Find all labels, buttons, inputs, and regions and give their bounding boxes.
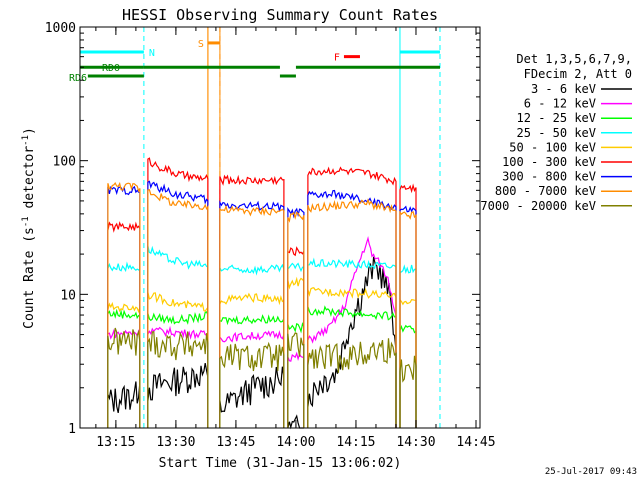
series-segment xyxy=(219,330,285,428)
series-segment xyxy=(399,183,417,428)
series-layer xyxy=(107,157,417,430)
series-segment xyxy=(147,362,209,428)
series-100to300keV xyxy=(107,157,417,428)
series-segment xyxy=(287,246,305,428)
series-segment xyxy=(107,308,141,428)
series-segment xyxy=(147,180,209,428)
series-12to25keV xyxy=(107,305,417,428)
x-axis-label: Start Time (31-Jan-15 13:06:02) xyxy=(159,456,402,471)
series-segment xyxy=(287,351,305,428)
series-segment xyxy=(219,292,285,428)
chart-title: HESSI Observing Summary Count Rates xyxy=(122,6,438,24)
legend-label: 25 - 50 keV xyxy=(517,126,596,140)
series-segment xyxy=(399,298,417,428)
legend-label: 12 - 25 keV xyxy=(517,111,596,125)
series-segment xyxy=(287,207,305,428)
series-7000to20000keV xyxy=(107,327,417,428)
series-6to12keV xyxy=(107,236,397,428)
series-segment xyxy=(219,204,285,428)
series-segment xyxy=(307,236,397,428)
y-tick-label: 1000 xyxy=(45,21,76,36)
legend-label: 6 - 12 keV xyxy=(524,97,596,111)
series-segment xyxy=(399,205,417,428)
series-segment xyxy=(147,292,209,428)
x-tick-label: 14:45 xyxy=(456,435,495,450)
series-800to7000keV xyxy=(107,181,417,428)
series-segment xyxy=(147,311,209,428)
legend-label: 100 - 300 keV xyxy=(502,155,596,169)
series-25to50keV xyxy=(107,245,417,428)
status-label-f: F xyxy=(334,53,340,64)
status-label-rd6: RD6 xyxy=(69,73,87,84)
legend-label: 800 - 7000 keV xyxy=(495,184,596,198)
series-segment xyxy=(107,181,141,428)
series-segment xyxy=(107,327,141,428)
axes-layer: 13:15 13:30 13:45 14:00 14:15 14:30 14:45 1 10 10… xyxy=(45,21,496,450)
legend-header-line2: FDecim 2, Att 0 xyxy=(524,67,632,81)
series-segment xyxy=(147,325,209,428)
y-tick-label: 100 xyxy=(53,155,76,170)
series-segment xyxy=(399,324,417,428)
legend-label: 3 - 6 keV xyxy=(531,82,596,96)
legend-label: 50 - 100 keV xyxy=(509,140,596,154)
series-segment xyxy=(219,174,285,428)
series-segment xyxy=(219,263,285,428)
series-segment xyxy=(147,245,209,428)
series-segment xyxy=(219,341,285,428)
series-segment xyxy=(287,211,305,428)
series-segment xyxy=(287,262,305,428)
series-segment xyxy=(219,314,285,428)
plot-frame xyxy=(79,26,481,429)
series-segment xyxy=(147,331,209,428)
x-tick-label: 13:30 xyxy=(156,435,195,450)
series-50to100keV xyxy=(107,276,417,428)
status-label-rdo: RDO xyxy=(102,63,120,74)
status-label-s: S xyxy=(198,39,204,50)
legend-header-line1: Det 1,3,5,6,7,9, xyxy=(516,52,632,66)
series-segment xyxy=(307,198,397,428)
series-3to6keV xyxy=(107,256,397,430)
x-tick-label: 14:15 xyxy=(336,435,375,450)
series-segment xyxy=(287,276,305,428)
series-segment xyxy=(107,301,141,428)
date-stamp: 25-Jul-2017 09:43 xyxy=(545,467,637,477)
series-segment xyxy=(219,366,285,428)
series-segment xyxy=(307,166,397,428)
x-tick-label: 13:45 xyxy=(216,435,255,450)
series-segment xyxy=(399,264,417,428)
series-segment xyxy=(399,355,417,428)
series-segment xyxy=(219,200,285,428)
series-segment xyxy=(307,305,397,428)
series-segment xyxy=(107,381,141,428)
series-segment xyxy=(307,287,397,428)
series-segment xyxy=(147,188,209,428)
series-segment xyxy=(107,221,141,428)
series-segment xyxy=(307,256,397,428)
x-tick-label: 14:00 xyxy=(276,435,315,450)
y-axis-label: Count Rate (s-1 detector-1) xyxy=(21,127,37,329)
x-tick-label: 13:15 xyxy=(96,435,135,450)
legend-label: 7000 - 20000 keV xyxy=(480,199,596,213)
status-layer: N RDO RD6 S F xyxy=(69,39,440,84)
y-tick-label: 10 xyxy=(60,288,76,303)
series-segment xyxy=(147,157,209,428)
series-segment xyxy=(107,261,141,428)
series-segment xyxy=(399,210,417,428)
series-segment xyxy=(307,257,397,428)
x-tick-label: 14:30 xyxy=(396,435,435,450)
series-segment xyxy=(307,189,397,428)
legend-label: 300 - 800 keV xyxy=(502,170,596,184)
legend: Det 1,3,5,6,7,9, FDecim 2, Att 0 3 - 6 k… xyxy=(480,52,632,213)
series-segment xyxy=(307,338,397,428)
status-label-n: N xyxy=(149,48,155,59)
series-segment xyxy=(287,332,305,428)
series-segment xyxy=(287,321,305,428)
y-tick-label: 1 xyxy=(68,422,76,437)
